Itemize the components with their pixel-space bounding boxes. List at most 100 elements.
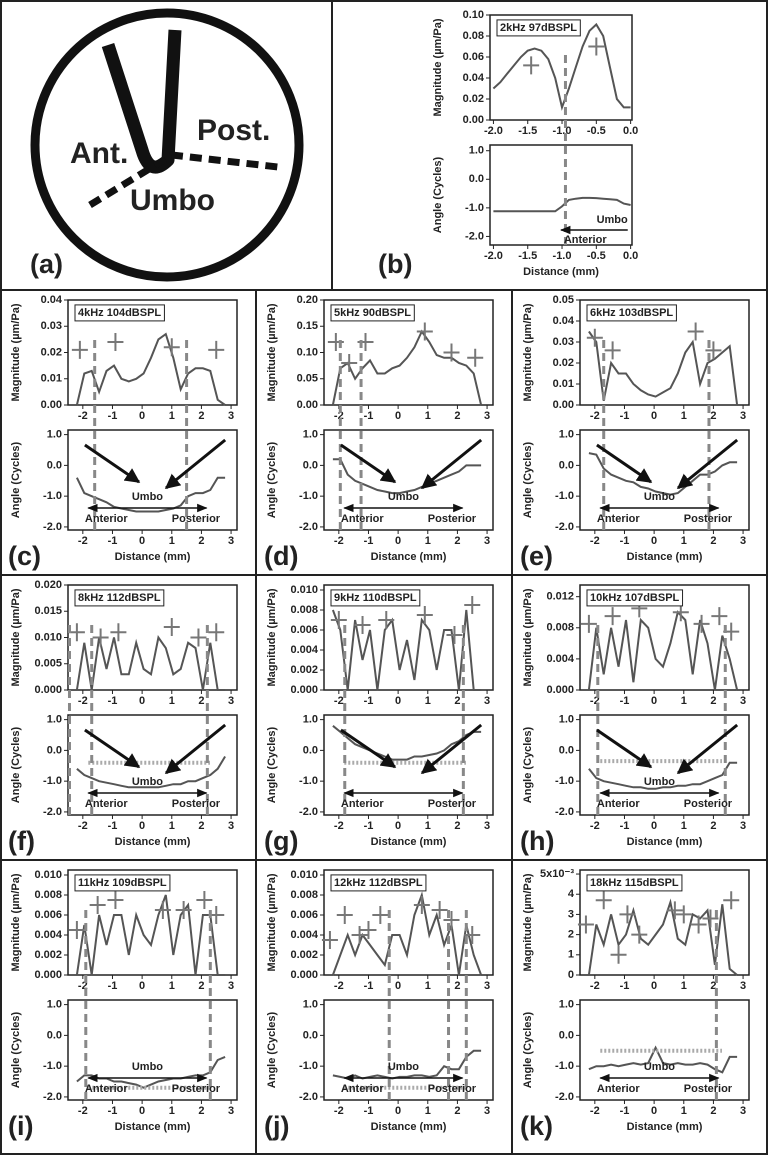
x-tick-label: 1 <box>681 980 687 992</box>
x-tick-label: 0 <box>395 980 401 992</box>
data-line <box>75 635 226 691</box>
pointer-arrow <box>164 723 227 775</box>
umbo-annotation: Umbo <box>597 214 628 226</box>
y-tick-label: -1.0 <box>555 1060 574 1072</box>
y-tick-label: 0.004 <box>546 653 574 665</box>
y-axis-label: Angle (Cycles) <box>10 441 22 518</box>
anterior-annotation: Anterior <box>341 513 385 525</box>
cross-marker <box>690 915 707 934</box>
data-line <box>76 755 226 789</box>
x-tick-label: 0 <box>139 1105 145 1117</box>
cross-marker <box>702 909 719 928</box>
cross-marker <box>577 915 594 934</box>
y-tick-label: -1.0 <box>555 775 574 787</box>
x-tick-label: 2 <box>198 695 204 707</box>
x-tick-label: 0 <box>395 535 401 547</box>
x-tick-label: 1 <box>169 980 175 992</box>
x-tick-label: 1 <box>169 1105 175 1117</box>
cross-marker <box>71 340 88 359</box>
x-tick-label: 1 <box>425 695 431 707</box>
y-tick-label: -2.0 <box>555 1091 574 1103</box>
malleus <box>101 29 182 174</box>
x-tick-label: 3 <box>228 1105 234 1117</box>
x-tick-label: -1 <box>108 1105 118 1117</box>
y-tick-label: 1.0 <box>303 999 318 1011</box>
x-tick-label: 1 <box>425 535 431 547</box>
x-axis-label: Distance (mm) <box>371 1121 447 1133</box>
panel-title: 10kHz 107dBSPL <box>590 592 680 604</box>
x-tick-label: -2.0 <box>484 125 503 137</box>
data-line <box>588 761 738 790</box>
x-tick-label: -1.5 <box>518 125 537 137</box>
y-tick-label: 0.008 <box>34 889 62 901</box>
y-tick-label: 0.00 <box>297 399 318 411</box>
anterior-annotation: Anterior <box>597 1083 641 1095</box>
cross-marker <box>431 901 448 919</box>
cross-marker <box>464 926 481 944</box>
x-tick-label: -1 <box>364 410 374 422</box>
y-tick-label: 0.004 <box>290 929 318 941</box>
y-axis-label: Magnitude (µm/Pa) <box>266 873 278 971</box>
cross-marker <box>693 614 710 633</box>
y-tick-label: 0.05 <box>297 373 318 385</box>
cross-marker <box>175 901 192 919</box>
x-tick-label: -0.5 <box>587 250 606 262</box>
anterior-annotation: Anterior <box>341 1083 385 1095</box>
cross-marker <box>107 891 124 909</box>
x-tick-label: 1 <box>681 820 687 832</box>
y-tick-label: 0.002 <box>290 664 318 676</box>
cross-marker <box>92 628 109 647</box>
x-tick-label: -2 <box>334 820 344 832</box>
y-tick-label: -1.0 <box>465 202 484 214</box>
panel-label: (c) <box>8 541 41 571</box>
y-tick-label: 0.002 <box>290 949 318 961</box>
title-box <box>586 589 684 607</box>
y-tick-label: -2.0 <box>465 230 484 242</box>
posterior-annotation: Posterior <box>172 798 221 810</box>
x-tick-label: 1 <box>425 410 431 422</box>
panel-label: (a) <box>30 249 63 279</box>
cross-marker <box>687 322 704 341</box>
cross-marker <box>711 607 728 626</box>
y-tick-label: 0.00 <box>553 399 574 411</box>
y-tick-label: 0.020 <box>34 579 62 591</box>
y-tick-label: 1.0 <box>469 145 484 157</box>
data-line <box>588 330 739 406</box>
x-tick-label: 3 <box>740 980 746 992</box>
data-line <box>331 891 483 976</box>
pointer-arrow <box>84 443 141 484</box>
panel-label: (i) <box>8 1111 33 1141</box>
umbo-annotation: Umbo <box>388 1061 419 1073</box>
y-tick-label: 0.008 <box>290 604 318 616</box>
cross-marker <box>523 56 540 75</box>
x-axis-label: Distance (mm) <box>627 836 703 848</box>
x-tick-label: 2 <box>454 535 460 547</box>
y-tick-label: 0.000 <box>546 684 574 696</box>
cross-marker <box>208 340 225 359</box>
x-tick-label: 1 <box>169 535 175 547</box>
x-tick-label: 2 <box>198 820 204 832</box>
x-tick-label: 3 <box>228 535 234 547</box>
data-line <box>587 898 738 976</box>
cross-marker <box>586 328 603 347</box>
y-tick-label: -1.0 <box>299 490 318 502</box>
y-tick-label: 0.008 <box>546 622 574 634</box>
cross-marker <box>464 596 481 614</box>
x-tick-label: 0 <box>651 1105 657 1117</box>
posterior-label: Post. <box>197 114 270 147</box>
data-line <box>588 1045 738 1074</box>
title-box <box>74 304 165 322</box>
y-tick-label: 0.008 <box>290 889 318 901</box>
x-tick-label: 0 <box>651 695 657 707</box>
y-axis-label: Angle (Cycles) <box>266 441 278 518</box>
title-box <box>74 589 165 607</box>
y-tick-label: -2.0 <box>299 1091 318 1103</box>
x-tick-label: 0 <box>139 980 145 992</box>
x-axis-label: Distance (mm) <box>371 551 447 563</box>
cross-marker <box>330 611 347 629</box>
cross-marker <box>413 896 430 914</box>
y-tick-label: -2.0 <box>555 521 574 533</box>
y-axis-label: Angle (Cycles) <box>522 441 534 518</box>
cross-marker <box>68 921 85 939</box>
x-tick-label: -0.5 <box>587 125 606 137</box>
